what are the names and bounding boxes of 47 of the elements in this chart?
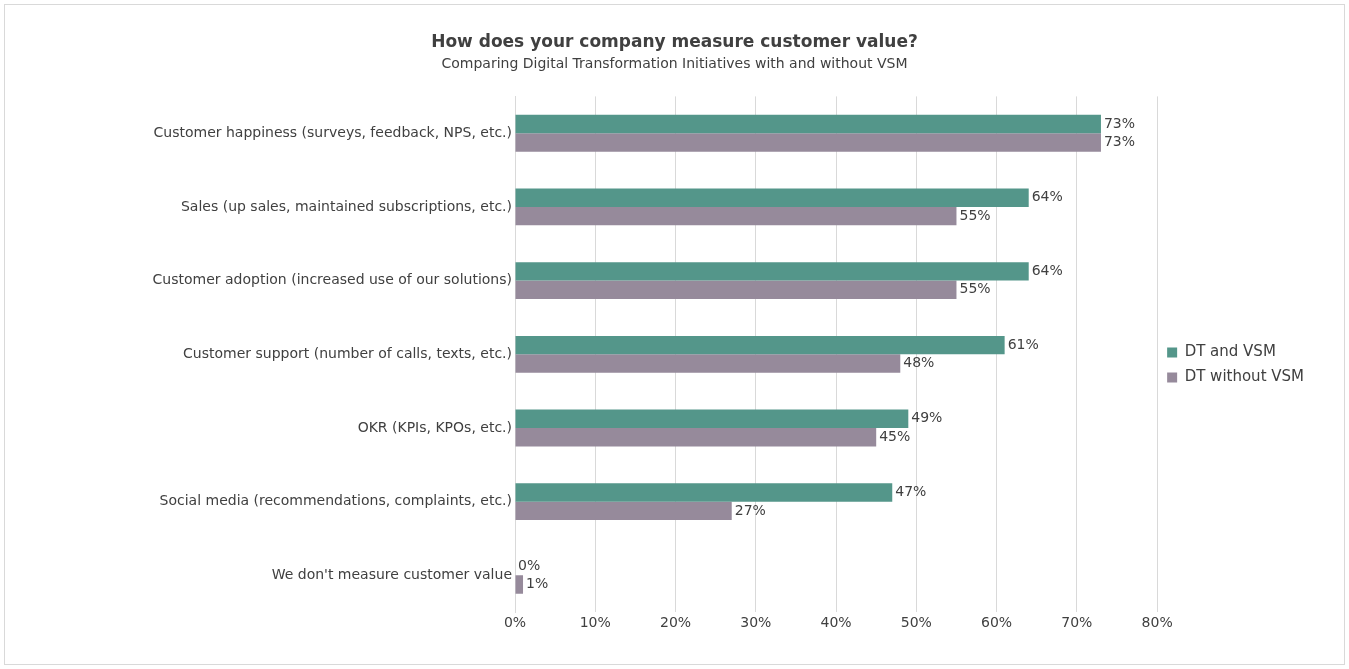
data-label: 48% (903, 354, 935, 371)
bar (515, 501, 732, 521)
x-tick-label: 0% (503, 614, 527, 631)
data-label: 73% (1103, 114, 1136, 131)
legend-label: DT without VSM (1184, 367, 1305, 386)
y-tick-label: Social media (recommendations, complaints, etc.) (159, 492, 512, 509)
data-label: 1% (526, 575, 549, 592)
y-tick-label: Customer happiness (surveys, feedback, NPS, etc.) (153, 123, 512, 140)
bar (515, 133, 1101, 152)
data-label: 49% (911, 409, 943, 426)
chart-subtitle: Comparing Digital Transformation Initiatives with and without VSM (440, 55, 909, 71)
data-label: 64% (1031, 262, 1063, 279)
bar (515, 483, 893, 502)
bar (515, 427, 877, 447)
y-tick-label: We don't measure customer value (271, 566, 512, 582)
data-label: 64% (1031, 188, 1063, 205)
y-tick-label: Customer support (number of calls, texts, etc.) (183, 344, 512, 361)
x-tick-label: 20% (659, 614, 692, 631)
bar (515, 354, 901, 373)
y-tick-label: Sales (up sales, maintained subscriptions, etc.) (180, 197, 512, 214)
x-tick-label: 80% (1141, 614, 1173, 631)
bar (515, 280, 957, 300)
y-tick-label: OKR (KPIs, KPOs, etc.) (357, 418, 512, 435)
data-label: 61% (1007, 335, 1039, 352)
data-label: 55% (959, 280, 991, 297)
chart-title: How does your company measure customer value? (430, 31, 919, 51)
data-label: 73% (1103, 133, 1136, 150)
data-label: 0% (518, 556, 541, 573)
y-tick-label: Customer adoption (increased use of our solutions) (152, 271, 512, 288)
x-tick-label: 40% (820, 614, 852, 631)
data-label: 45% (879, 427, 911, 444)
bar (515, 335, 1005, 355)
legend-label: DT and VSM (1184, 342, 1276, 361)
bar (515, 206, 957, 226)
bar (515, 575, 524, 594)
x-tick-label: 70% (1061, 614, 1093, 631)
x-tick-label: 50% (900, 614, 932, 631)
data-label: 27% (734, 501, 766, 518)
bar (515, 114, 1101, 134)
x-tick-label: 30% (740, 614, 772, 631)
bar (515, 409, 909, 428)
bar (515, 262, 1029, 281)
bar (515, 188, 1029, 207)
data-label: 47% (895, 483, 927, 500)
x-tick-label: 60% (981, 614, 1013, 631)
data-label: 55% (959, 206, 991, 223)
x-tick-label: 10% (579, 614, 611, 631)
